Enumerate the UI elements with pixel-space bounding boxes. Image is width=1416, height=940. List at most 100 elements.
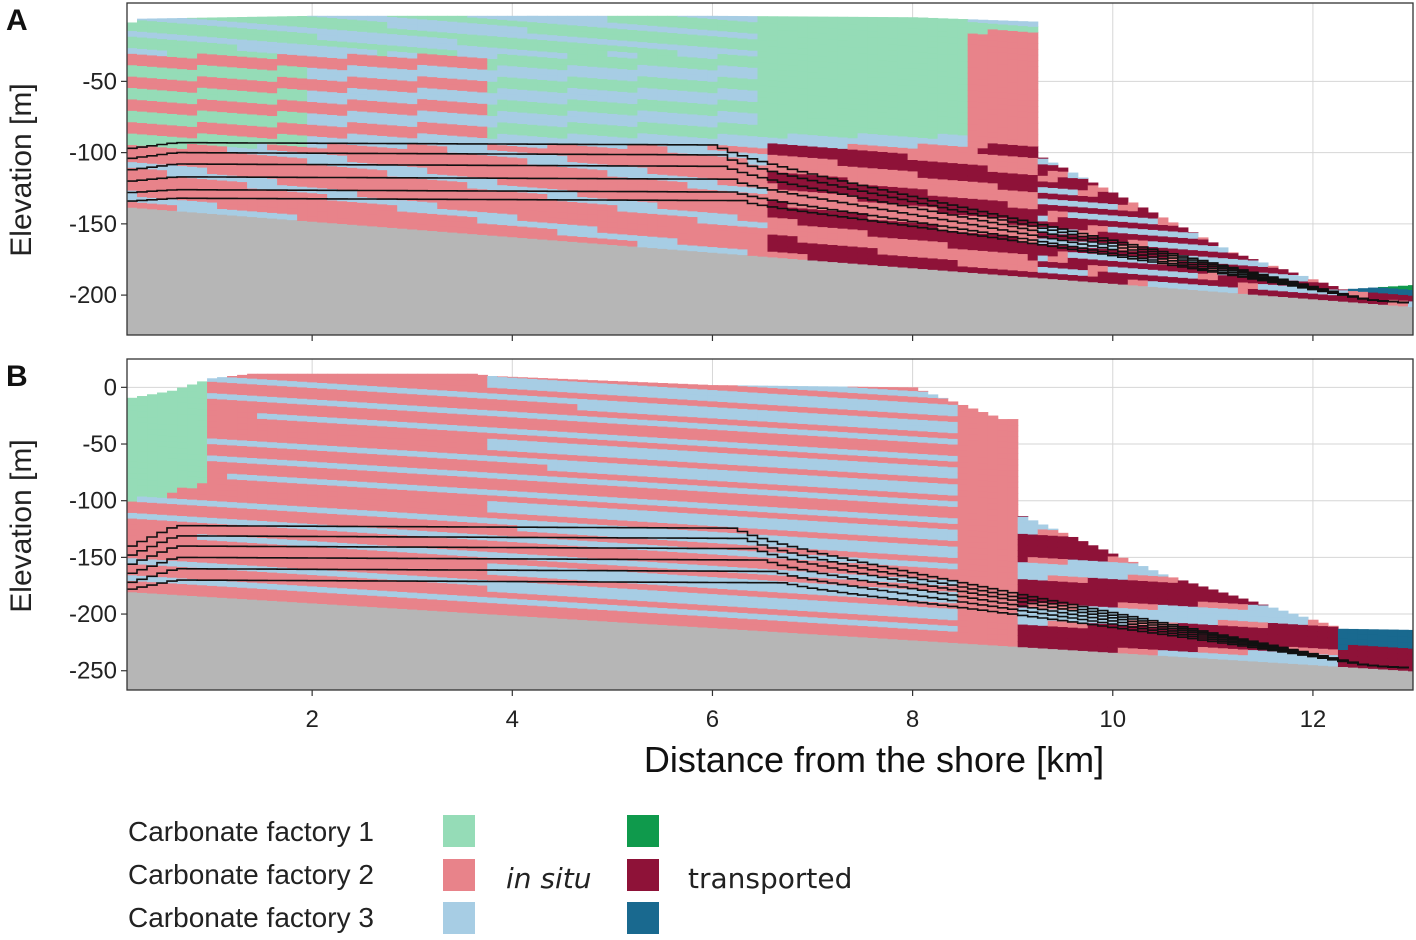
panel-a-sediment-cell [397, 97, 408, 104]
panel-b-sediment-cell [327, 485, 338, 492]
panel-a-sediment-cell [947, 208, 959, 215]
panel-a-sediment-cell [777, 251, 789, 259]
panel-a-sediment-cell [767, 74, 779, 81]
panel-a-sediment-cell [897, 204, 909, 211]
panel-a-sediment-cell [127, 53, 138, 60]
panel-a-sediment-cell [167, 181, 178, 189]
panel-b-sediment-cell [287, 556, 298, 563]
panel-b-sediment-cell [187, 482, 198, 489]
panel-b-sediment-cell [227, 416, 238, 423]
panel-a-sediment-cell [597, 44, 608, 51]
panel-a-sediment-cell [1087, 224, 1099, 231]
panel-a-sediment-cell [337, 80, 348, 88]
panel-a-sediment-cell [237, 61, 248, 69]
panel-b-sediment-cell [137, 495, 148, 503]
panel-a-sediment-cell [997, 263, 1009, 270]
panel-a-sediment-cell [527, 107, 538, 114]
panel-a-sediment-cell [827, 73, 839, 80]
panel-a-sediment-cell [207, 127, 218, 135]
panel-a-sediment-cell [437, 225, 448, 232]
panel-a-sediment-cell [247, 16, 258, 18]
panel-a-sediment-cell [337, 132, 348, 139]
panel-a-sediment-cell [677, 21, 689, 29]
panel-a-sediment-cell [957, 248, 969, 256]
panel-a-sediment-cell [847, 40, 859, 48]
panel-a-sediment-cell [927, 41, 939, 48]
panel-a-sediment-cell [827, 27, 839, 35]
panel-a-sediment-cell [497, 53, 508, 60]
panel-a-sediment-cell [397, 182, 408, 189]
panel-a-sediment-cell [537, 102, 548, 109]
panel-a-sediment-cell [237, 50, 248, 57]
panel-a-sediment-cell [447, 117, 458, 125]
panel-a-sediment-cell [517, 106, 528, 113]
panel-a-sediment-cell [207, 17, 218, 21]
panel-a-sediment-cell [927, 52, 939, 59]
panel-a-sediment-cell [567, 178, 578, 185]
panel-a-sediment-cell [177, 85, 188, 92]
panel-b-sediment-cell [267, 469, 278, 477]
panel-a-sediment-cell [167, 62, 178, 69]
panel-b-sediment-cell [187, 538, 198, 545]
panel-a-sediment-cell [1017, 42, 1029, 49]
panel-b-sediment-cell [157, 587, 168, 595]
panel-a-sediment-cell [877, 231, 889, 238]
panel-a-sediment-cell [1387, 287, 1399, 295]
panel-b-sediment-cell [257, 429, 268, 436]
panel-a-sediment-cell [437, 134, 448, 141]
panel-a-sediment-cell [637, 212, 649, 219]
panel-a-sediment-cell [1107, 197, 1119, 205]
panel-a-sediment-cell [897, 113, 909, 120]
panel-a-sediment-cell [677, 227, 689, 234]
panel-a-sediment-cell [177, 28, 188, 35]
panel-a-sediment-cell [817, 215, 829, 222]
panel-a-sediment-cell [947, 116, 959, 124]
panel-a-sediment-cell [1067, 257, 1079, 264]
panel-a-sediment-cell [727, 37, 739, 44]
panel-b-sediment-cell [287, 573, 298, 580]
panel-a-sediment-cell [577, 36, 588, 44]
panel-a-sediment-cell [887, 66, 899, 73]
panel-a-sediment-cell [477, 188, 488, 196]
panel-b-sediment-cell [347, 457, 358, 465]
panel-a-sediment-cell [987, 262, 999, 269]
panel-a-sediment-cell [1337, 295, 1349, 302]
panel-a-sediment-cell [207, 201, 218, 209]
panel-b-sediment-cell [267, 373, 278, 380]
panel-b-sediment-cell [127, 438, 138, 445]
panel-a-sediment-cell [247, 125, 258, 132]
panel-a-sediment-cell [467, 165, 478, 172]
panel-b-sediment-cell [357, 418, 368, 426]
panel-a-sediment-cell [337, 103, 348, 111]
panel-a-sediment-cell [627, 63, 638, 70]
panel-a-sediment-cell [467, 51, 478, 58]
panel-a-sediment-cell [1187, 238, 1199, 245]
panel-a-sediment-cell [277, 121, 288, 129]
panel-a-sediment-cell [847, 46, 859, 53]
panel-a-sediment-cell [927, 64, 939, 71]
panel-b-sediment-cell [327, 547, 338, 554]
panel-a-sediment-cell [427, 15, 438, 21]
panel-b-sediment-cell [137, 467, 148, 474]
panel-a-sediment-cell [947, 151, 959, 158]
panel-a-sediment-cell [897, 95, 909, 103]
panel-a-sediment-cell [227, 72, 238, 79]
panel-a-sediment-cell [677, 192, 689, 200]
panel-a-sediment-cell [767, 142, 779, 150]
panel-b-sediment-cell [157, 536, 168, 544]
panel-a-sediment-cell [277, 173, 288, 180]
panel-a-sediment-cell [727, 139, 739, 147]
panel-a-sediment-cell [257, 177, 268, 184]
panel-a-sediment-cell [817, 180, 829, 188]
panel-a-sediment-cell [497, 30, 508, 37]
panel-a-sediment-cell [1397, 285, 1409, 290]
sedimentary-section-figure: -50-100-150-200 A Elevation [m] 2 4 6 8 10 12… [5, 2, 1414, 780]
panel-a-sediment-cell [867, 253, 879, 260]
panel-b-sediment-cell [317, 586, 328, 593]
panel-a-sediment-cell [557, 143, 568, 150]
panel-a-sediment-cell [307, 158, 318, 165]
panel-a-sediment-cell [647, 48, 659, 55]
panel-a-sediment-cell [837, 142, 849, 149]
panel-a-sediment-cell [227, 140, 238, 148]
panel-a-sediment-cell [137, 48, 148, 55]
